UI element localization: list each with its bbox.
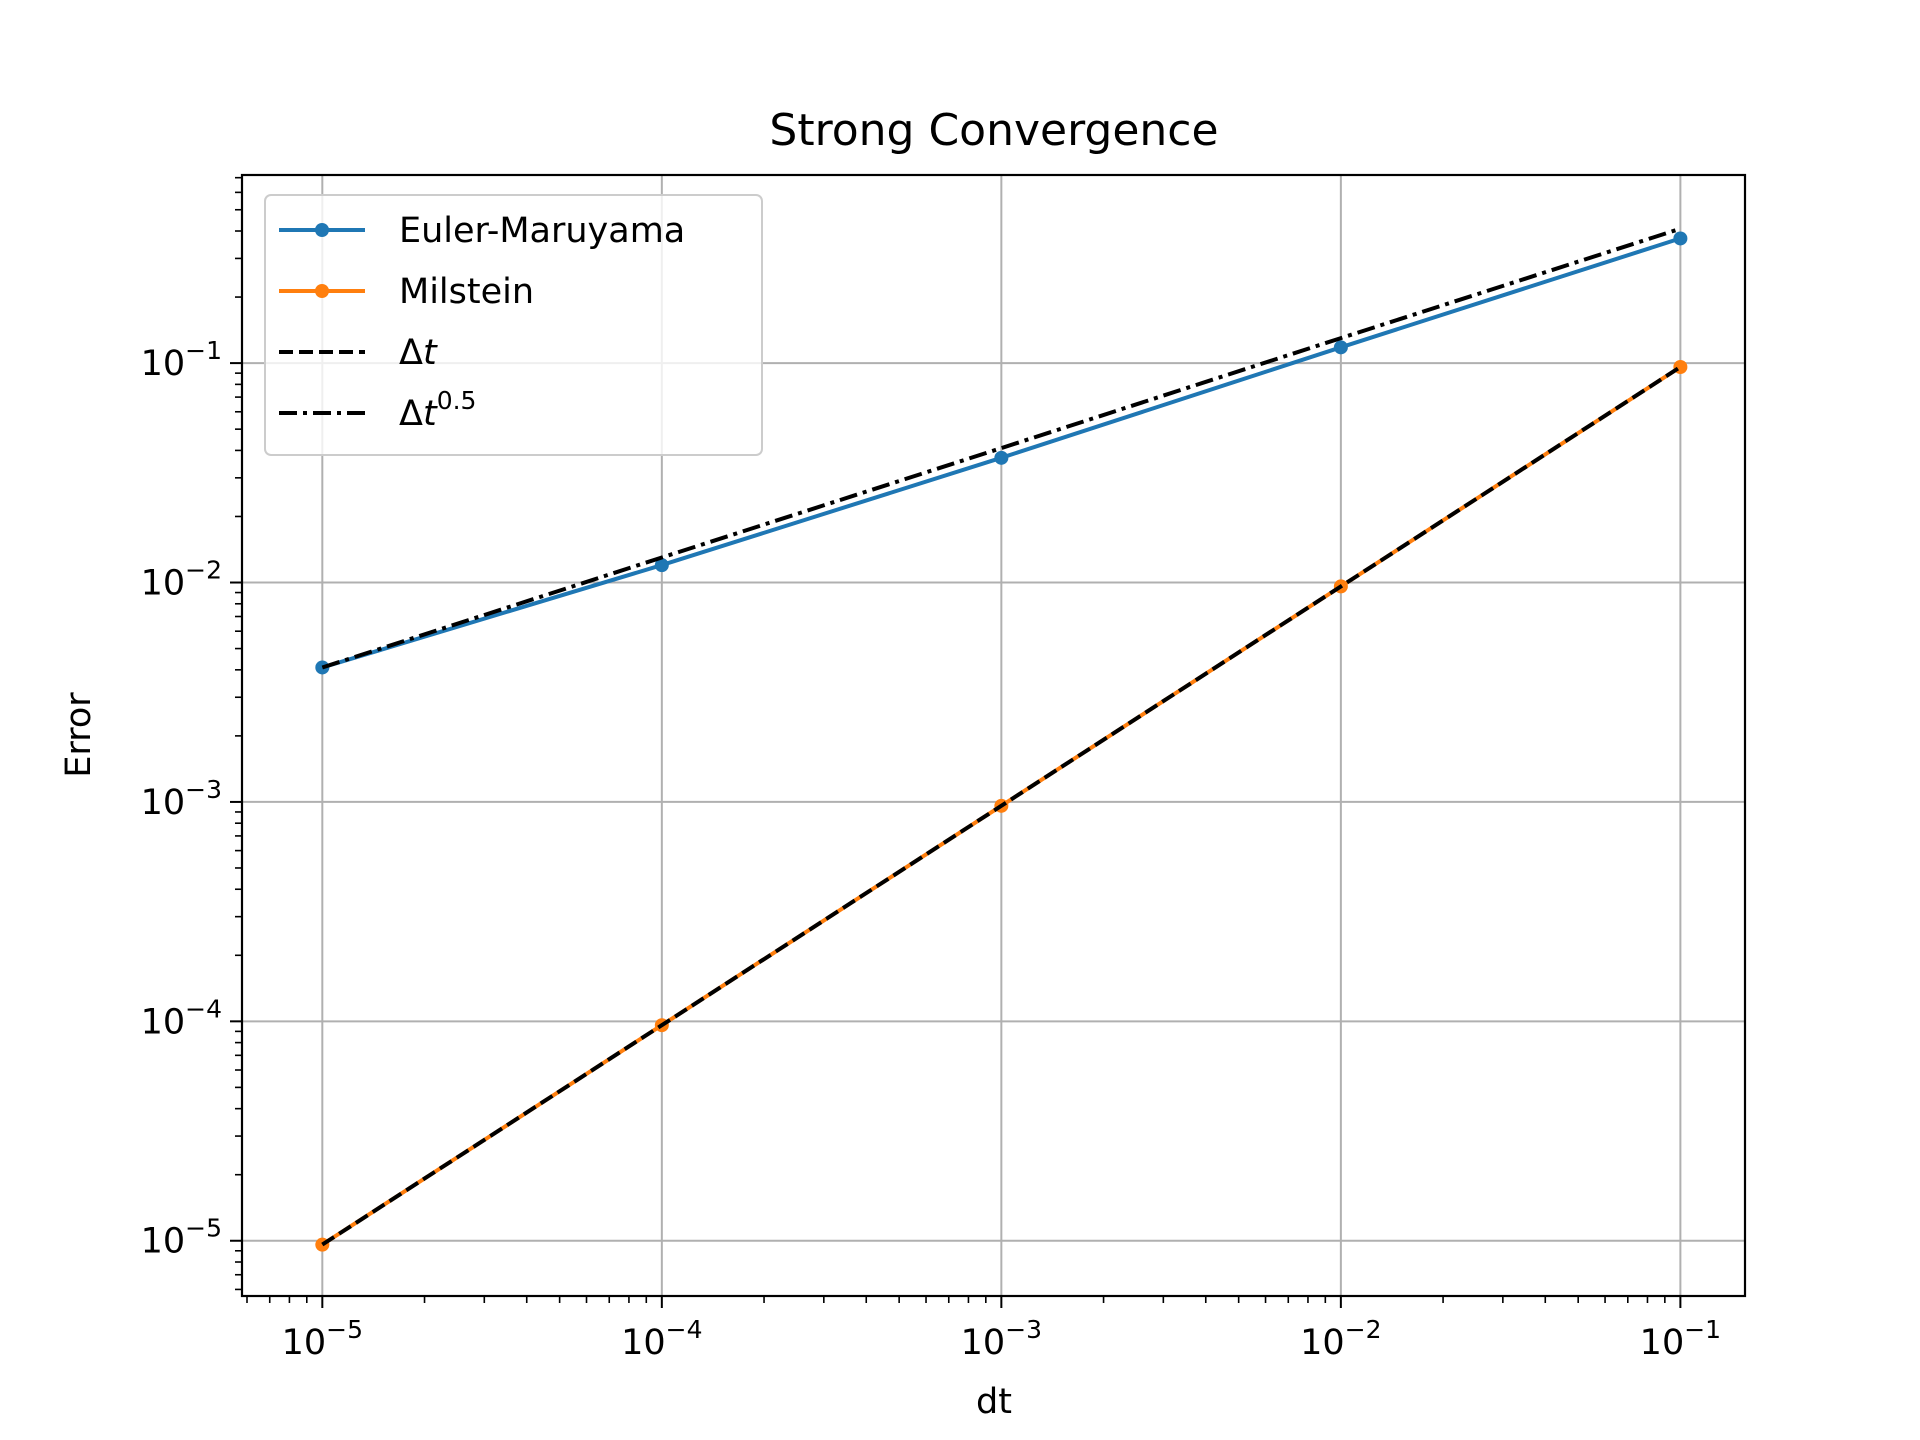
data-point-0 [1673,231,1688,246]
y-axis-label: Error [59,692,99,778]
x-tick-label: 10−2 [1300,1315,1381,1363]
series-line-2 [321,365,1682,1247]
data-point-0 [654,558,669,573]
y-tick-label: 10−1 [141,336,222,384]
minor-ticks [235,176,1666,1303]
axes: 10−5 10−4 10−3 10−2 10−1 10−5 10−4 10−3 10−2 10−1 [141,336,1721,1363]
x-axis-label: dt [976,1382,1012,1422]
legend-label: Δt0.5 [399,386,476,434]
legend: Euler-Maruyama Milstein Δt Δt0.5 [264,194,763,456]
plot-frame [240,173,1747,1298]
x-tick-label: 10−4 [621,1315,702,1363]
data-point-0 [1333,340,1348,355]
y-tick-label: 10−5 [141,1214,222,1262]
legend-marker [315,223,329,237]
chart-title: Strong Convergence [769,105,1218,156]
y-tick-label: 10−3 [141,775,222,823]
y-tick-label: 10−2 [141,556,222,604]
legend-label: Euler-Maruyama [399,211,685,251]
x-tick-label: 10−3 [961,1315,1042,1363]
legend-marker [315,284,329,298]
grid [242,175,1745,1296]
x-tick-label: 10−5 [282,1315,363,1363]
legend-label: Δt [399,333,438,373]
y-tick-label: 10−4 [141,994,222,1042]
x-tick-label: 10−1 [1640,1315,1721,1363]
data-point-0 [994,450,1009,465]
legend-label: Milstein [399,272,534,312]
legend-box [264,194,763,456]
plot-series [315,226,1688,1252]
